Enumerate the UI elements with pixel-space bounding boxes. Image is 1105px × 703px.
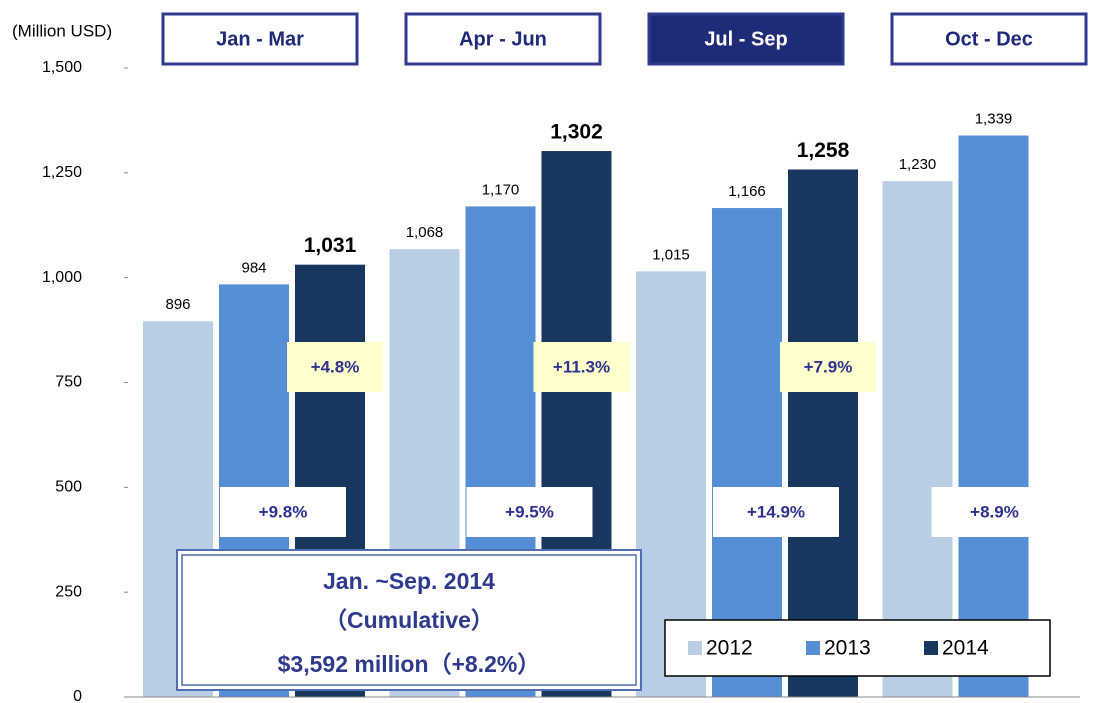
category-label: Jul - Sep bbox=[704, 28, 787, 50]
legend-label: 2013 bbox=[824, 637, 871, 660]
y-tick-label: 250 bbox=[55, 583, 82, 600]
legend-label: 2014 bbox=[942, 637, 989, 660]
legend-box bbox=[664, 619, 1051, 677]
category-label: Apr - Jun bbox=[459, 28, 547, 50]
category-label: Oct - Dec bbox=[945, 28, 1033, 50]
growth-box bbox=[713, 487, 839, 537]
y-tick-label: 500 bbox=[55, 479, 82, 496]
value-label: 984 bbox=[241, 259, 266, 276]
growth-box bbox=[533, 342, 630, 392]
cumulative-box bbox=[176, 549, 642, 691]
growth-label: +9.5% bbox=[505, 502, 554, 521]
legend-swatch bbox=[688, 641, 702, 655]
value-label: 1,015 bbox=[652, 246, 690, 263]
category-label: Jan - Mar bbox=[216, 28, 304, 50]
growth-label: +8.9% bbox=[970, 502, 1019, 521]
value-label: 1,339 bbox=[975, 110, 1013, 127]
bar bbox=[788, 169, 858, 698]
value-label: 1,230 bbox=[899, 156, 937, 173]
legend-swatch bbox=[806, 641, 820, 655]
value-label: 896 bbox=[165, 296, 190, 313]
category-box bbox=[161, 12, 359, 66]
y-tick-label: 750 bbox=[55, 374, 82, 391]
category-box bbox=[404, 12, 602, 66]
value-label: 1,258 bbox=[797, 139, 850, 162]
growth-label: +11.3% bbox=[553, 357, 610, 376]
growth-label: +14.9% bbox=[747, 502, 805, 521]
cumulative-box-inner bbox=[181, 554, 637, 686]
y-tick-label: 0 bbox=[73, 688, 82, 703]
value-label: 1,302 bbox=[550, 121, 603, 144]
bar bbox=[712, 208, 782, 698]
growth-label: +9.8% bbox=[259, 502, 308, 521]
cumulative-title: Jan. ~Sep. 2014 bbox=[323, 568, 495, 594]
category-box bbox=[890, 12, 1088, 66]
legend-swatch bbox=[924, 641, 938, 655]
y-tick-label: 1,250 bbox=[42, 164, 82, 181]
cumulative-total: $3,592 million（+8.2%） bbox=[278, 651, 541, 677]
value-label: 1,170 bbox=[482, 181, 520, 198]
legend-label: 2012 bbox=[706, 637, 753, 660]
growth-box bbox=[220, 487, 346, 537]
growth-box bbox=[466, 487, 593, 537]
growth-label: +7.9% bbox=[804, 357, 853, 376]
value-label: 1,031 bbox=[304, 234, 357, 257]
category-box bbox=[647, 12, 845, 66]
bar bbox=[882, 181, 953, 698]
unit-label: (Million USD) bbox=[12, 21, 112, 40]
value-label: 1,068 bbox=[406, 224, 444, 241]
value-label: 1,166 bbox=[728, 183, 766, 200]
cumulative-subtitle: （Cumulative） bbox=[324, 607, 494, 633]
y-tick-label: 1,000 bbox=[42, 269, 82, 286]
growth-box bbox=[780, 342, 876, 392]
growth-label: +4.8% bbox=[311, 357, 360, 376]
bar bbox=[958, 135, 1029, 697]
growth-box bbox=[287, 342, 383, 392]
y-tick-label: 1,500 bbox=[42, 59, 82, 76]
growth-box bbox=[931, 487, 1058, 537]
